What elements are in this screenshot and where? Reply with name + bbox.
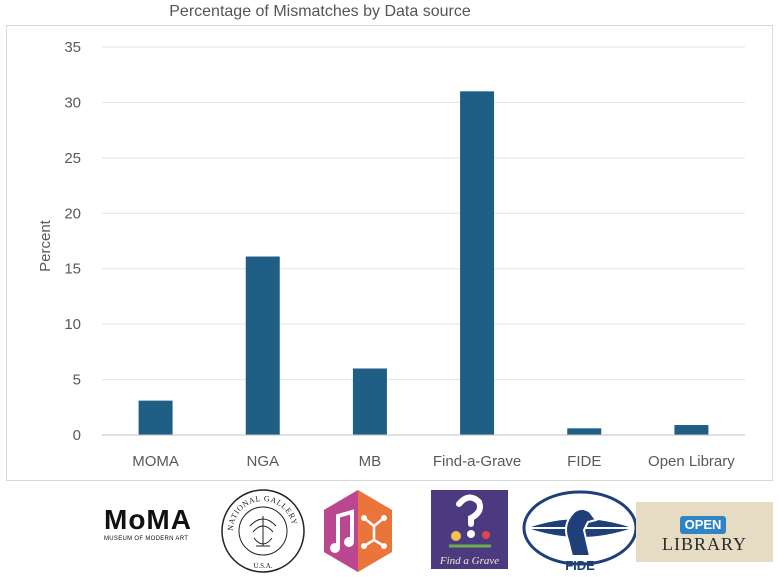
- bar-nga: [245, 256, 280, 435]
- findagrave-icon: [449, 494, 491, 548]
- gridlines: [102, 46, 745, 381]
- y-tick-label: 5: [73, 372, 81, 389]
- y-axis-label: Percent: [37, 219, 54, 272]
- nga-seal-icon: NATIONAL GALLERY OF ART U.S.A.: [220, 488, 305, 573]
- musicbrainz-icon: [324, 490, 392, 572]
- fide-wordmark: FIDE: [565, 558, 595, 572]
- y-tick-label: 0: [73, 427, 81, 444]
- bar-open-library: [674, 425, 709, 435]
- x-tick-label: Find-a-Grave: [433, 453, 521, 470]
- bars: [138, 91, 709, 435]
- fide-logo: FIDE: [522, 490, 638, 572]
- findagrave-logo: Find a Grave: [431, 490, 508, 569]
- findagrave-wordmark: Find a Grave: [439, 555, 500, 567]
- openlibrary-badge: OPEN: [684, 517, 722, 532]
- bar-fide: [567, 428, 602, 435]
- x-tick-label: MB: [359, 453, 382, 470]
- y-tick-label: 30: [64, 94, 81, 111]
- x-tick-label: NGA: [246, 453, 279, 470]
- bar-moma: [138, 400, 173, 435]
- openlibrary-badge-icon: OPEN: [680, 516, 726, 534]
- x-tick-label: MOMA: [132, 453, 179, 470]
- data-source-logos: MoMA MUSEUM OF MODERN ART NATIONAL GALLE…: [0, 484, 779, 577]
- moma-logo: MoMA MUSEUM OF MODERN ART: [104, 506, 204, 546]
- chart-title: Percentage of Mismatches by Data source: [169, 3, 471, 20]
- x-tick-labels: MOMA NGA MB Find-a-Grave FIDE Open Library: [132, 453, 735, 470]
- y-tick-label: 25: [64, 150, 81, 167]
- openlibrary-logo: OPEN LIBRARY: [636, 502, 773, 562]
- y-tick-label: 10: [64, 316, 81, 333]
- bar-mb: [352, 368, 387, 435]
- x-tick-label: Open Library: [648, 453, 735, 470]
- y-tick-label: 15: [64, 261, 81, 278]
- moma-wordmark: MoMA: [104, 504, 192, 535]
- moma-subtitle: MUSEUM OF MODERN ART: [104, 536, 189, 542]
- bar-find-a-grave: [460, 91, 495, 435]
- x-tick-label: FIDE: [567, 453, 601, 470]
- bar-chart: 0 5 10 15 20 25 30 35 MOMA NGA MB Find-a-Grave FIDE…: [37, 39, 745, 470]
- openlibrary-wordmark: LIBRARY: [661, 534, 747, 554]
- y-tick-label: 35: [64, 39, 81, 56]
- y-tick-labels: 0 5 10 15 20 25 30 35: [64, 39, 81, 444]
- nga-bottom-text: U.S.A.: [253, 562, 273, 570]
- chart-panel: [6, 25, 773, 481]
- y-tick-label: 20: [64, 205, 81, 222]
